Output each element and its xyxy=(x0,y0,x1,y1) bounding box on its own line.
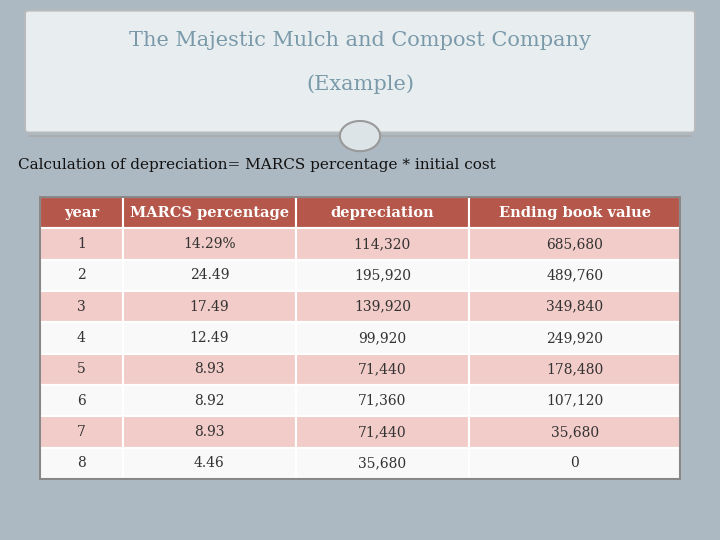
Bar xyxy=(469,322,680,354)
Bar xyxy=(296,291,469,322)
Text: 195,920: 195,920 xyxy=(354,268,411,282)
Text: 0: 0 xyxy=(570,456,579,470)
Text: 8: 8 xyxy=(77,456,86,470)
Bar xyxy=(40,416,123,448)
Text: 685,680: 685,680 xyxy=(546,237,603,251)
Bar xyxy=(123,354,296,385)
Text: MARCS percentage: MARCS percentage xyxy=(130,206,289,220)
Text: The Majestic Mulch and Compost Company: The Majestic Mulch and Compost Company xyxy=(129,31,591,50)
Text: 2: 2 xyxy=(77,268,86,282)
Bar xyxy=(123,322,296,354)
Text: 6: 6 xyxy=(77,394,86,408)
Bar xyxy=(40,197,123,228)
Text: 17.49: 17.49 xyxy=(189,300,229,314)
Text: 489,760: 489,760 xyxy=(546,268,603,282)
Text: 8.93: 8.93 xyxy=(194,362,225,376)
Text: 24.49: 24.49 xyxy=(189,268,229,282)
Bar xyxy=(123,416,296,448)
Text: 8.93: 8.93 xyxy=(194,425,225,439)
Text: year: year xyxy=(63,206,99,220)
Bar xyxy=(296,197,469,228)
Bar xyxy=(123,260,296,291)
Text: 71,440: 71,440 xyxy=(358,362,407,376)
Bar xyxy=(296,228,469,260)
Bar xyxy=(123,291,296,322)
Text: 349,840: 349,840 xyxy=(546,300,603,314)
Text: 114,320: 114,320 xyxy=(354,237,411,251)
Bar xyxy=(469,385,680,416)
Text: 139,920: 139,920 xyxy=(354,300,411,314)
Text: 178,480: 178,480 xyxy=(546,362,603,376)
Text: depreciation: depreciation xyxy=(330,206,434,220)
Text: Calculation of depreciation= MARCS percentage * initial cost: Calculation of depreciation= MARCS perce… xyxy=(18,158,496,172)
Bar xyxy=(40,260,123,291)
Text: 71,360: 71,360 xyxy=(359,394,407,408)
Bar xyxy=(40,448,123,479)
Text: (Example): (Example) xyxy=(306,74,414,93)
Bar xyxy=(123,385,296,416)
Text: 71,440: 71,440 xyxy=(358,425,407,439)
Bar xyxy=(469,260,680,291)
Text: Ending book value: Ending book value xyxy=(499,206,651,220)
Text: 5: 5 xyxy=(77,362,86,376)
Text: 3: 3 xyxy=(77,300,86,314)
Bar xyxy=(469,228,680,260)
Text: 35,680: 35,680 xyxy=(359,456,407,470)
Bar xyxy=(469,416,680,448)
Bar xyxy=(296,385,469,416)
FancyBboxPatch shape xyxy=(25,11,695,132)
Text: 99,920: 99,920 xyxy=(359,331,407,345)
Text: 35,680: 35,680 xyxy=(551,425,599,439)
Circle shape xyxy=(340,121,380,151)
Text: 4.46: 4.46 xyxy=(194,456,225,470)
Text: 7: 7 xyxy=(77,425,86,439)
Bar xyxy=(296,322,469,354)
Text: 249,920: 249,920 xyxy=(546,331,603,345)
Text: 8.92: 8.92 xyxy=(194,394,225,408)
Bar xyxy=(469,354,680,385)
Bar xyxy=(469,197,680,228)
Bar xyxy=(296,260,469,291)
Bar xyxy=(296,354,469,385)
Text: 4: 4 xyxy=(77,331,86,345)
Bar xyxy=(123,228,296,260)
Bar xyxy=(40,385,123,416)
Bar xyxy=(123,197,296,228)
Bar xyxy=(296,448,469,479)
Bar xyxy=(40,322,123,354)
Text: 12.49: 12.49 xyxy=(189,331,229,345)
Text: 1: 1 xyxy=(77,237,86,251)
Bar xyxy=(40,197,680,479)
Text: 107,120: 107,120 xyxy=(546,394,603,408)
Text: 14.29%: 14.29% xyxy=(183,237,235,251)
Bar xyxy=(40,291,123,322)
Bar xyxy=(40,354,123,385)
Bar xyxy=(296,416,469,448)
Bar xyxy=(40,228,123,260)
Bar xyxy=(469,448,680,479)
Bar xyxy=(123,448,296,479)
Bar xyxy=(469,291,680,322)
